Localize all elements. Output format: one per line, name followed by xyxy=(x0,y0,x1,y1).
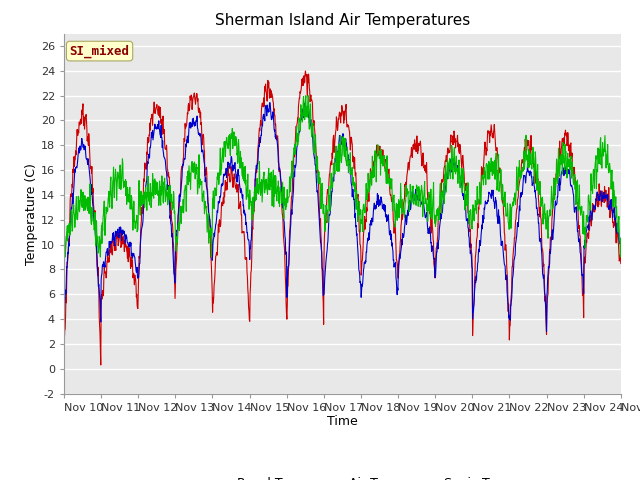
Sonic T xyxy=(60,238,68,244)
Sonic T xyxy=(617,235,625,241)
X-axis label: Time: Time xyxy=(327,415,358,429)
Y-axis label: Temperature (C): Temperature (C) xyxy=(25,163,38,264)
Sonic T xyxy=(61,254,69,260)
Sonic T xyxy=(302,93,310,98)
Panel T xyxy=(617,261,625,266)
Air T xyxy=(246,246,254,252)
Air T xyxy=(170,272,178,277)
Air T xyxy=(184,140,191,145)
Panel T xyxy=(60,369,68,374)
Sonic T xyxy=(246,199,254,205)
Air T xyxy=(266,100,274,106)
Air T xyxy=(429,251,437,256)
Line: Panel T: Panel T xyxy=(64,71,621,372)
Sonic T xyxy=(171,208,179,214)
Panel T xyxy=(429,237,437,243)
Sonic T xyxy=(552,191,559,196)
Air T xyxy=(502,277,509,283)
Panel T xyxy=(301,68,309,74)
Air T xyxy=(543,329,550,335)
Line: Air T: Air T xyxy=(64,103,621,332)
Legend: Panel T, Air T, Sonic T: Panel T, Air T, Sonic T xyxy=(191,472,494,480)
Panel T xyxy=(170,261,178,266)
Sonic T xyxy=(502,213,510,219)
Line: Sonic T: Sonic T xyxy=(64,96,621,257)
Air T xyxy=(617,238,625,244)
Text: SI_mixed: SI_mixed xyxy=(70,44,129,58)
Sonic T xyxy=(429,180,437,185)
Panel T xyxy=(551,192,559,198)
Air T xyxy=(552,198,559,204)
Panel T xyxy=(184,111,191,117)
Title: Sherman Island Air Temperatures: Sherman Island Air Temperatures xyxy=(215,13,470,28)
Panel T xyxy=(502,242,509,248)
Air T xyxy=(60,318,68,324)
Sonic T xyxy=(184,182,192,188)
Panel T xyxy=(246,290,254,296)
